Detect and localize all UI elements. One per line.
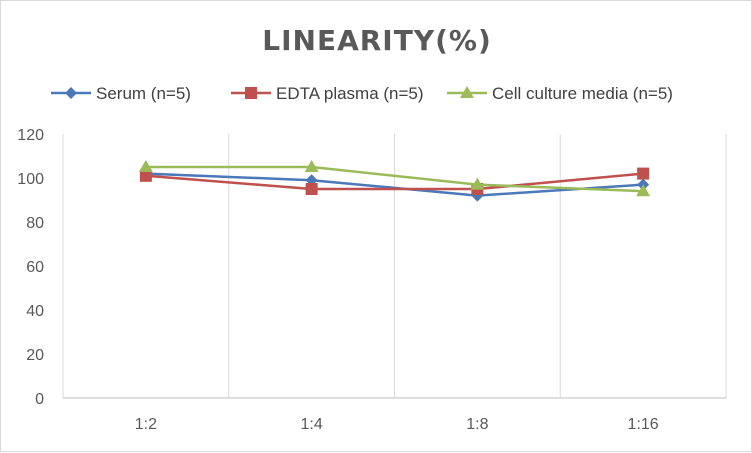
legend-item-serum-n-5: Serum (n=5) [51, 84, 191, 103]
legend-marker [460, 86, 474, 98]
series-line [145, 165, 644, 193]
y-tick-label: 20 [26, 347, 44, 364]
plot-area [138, 160, 651, 202]
legend-label: Serum (n=5) [96, 84, 191, 103]
legend: Serum (n=5) EDTA plasma (n=5) Cell culture… [51, 84, 673, 103]
y-tick-label: 100 [17, 171, 44, 188]
data-point [470, 177, 485, 190]
legend-marker [245, 87, 257, 99]
x-tick-label: 1:4 [301, 416, 323, 433]
x-tick-label: 1:16 [628, 416, 659, 433]
y-tick-label: 0 [35, 391, 44, 408]
data-point [139, 169, 152, 182]
series-line [145, 172, 644, 191]
y-tick-label: 40 [26, 303, 44, 320]
legend-item-cell-culture-media-n-5: Cell culture media (n=5) [447, 84, 673, 103]
legend-label: EDTA plasma (n=5) [276, 84, 424, 103]
data-point [138, 160, 153, 172]
chart-title: LINEARITY(%) [262, 24, 492, 57]
legend-item-edta-plasma-n-5: EDTA plasma (n=5) [231, 84, 424, 103]
y-tick-label: 80 [26, 215, 44, 232]
x-axis: 1:2 1:4 1:8 1:16 [135, 416, 659, 433]
series-cell-culture-media-n-5 [138, 160, 651, 197]
data-point [636, 184, 651, 197]
data-point [304, 160, 319, 172]
x-tick-label: 1:2 [135, 416, 157, 433]
legend-label: Cell culture media (n=5) [492, 84, 673, 103]
x-tick-label: 1:8 [466, 416, 488, 433]
y-tick-label: 60 [26, 259, 44, 276]
y-tick-label: 120 [17, 127, 44, 144]
legend-marker [65, 87, 77, 99]
y-axis: 0 20 40 60 80 100 120 [17, 127, 44, 408]
data-point [637, 167, 650, 180]
data-point [305, 183, 318, 195]
